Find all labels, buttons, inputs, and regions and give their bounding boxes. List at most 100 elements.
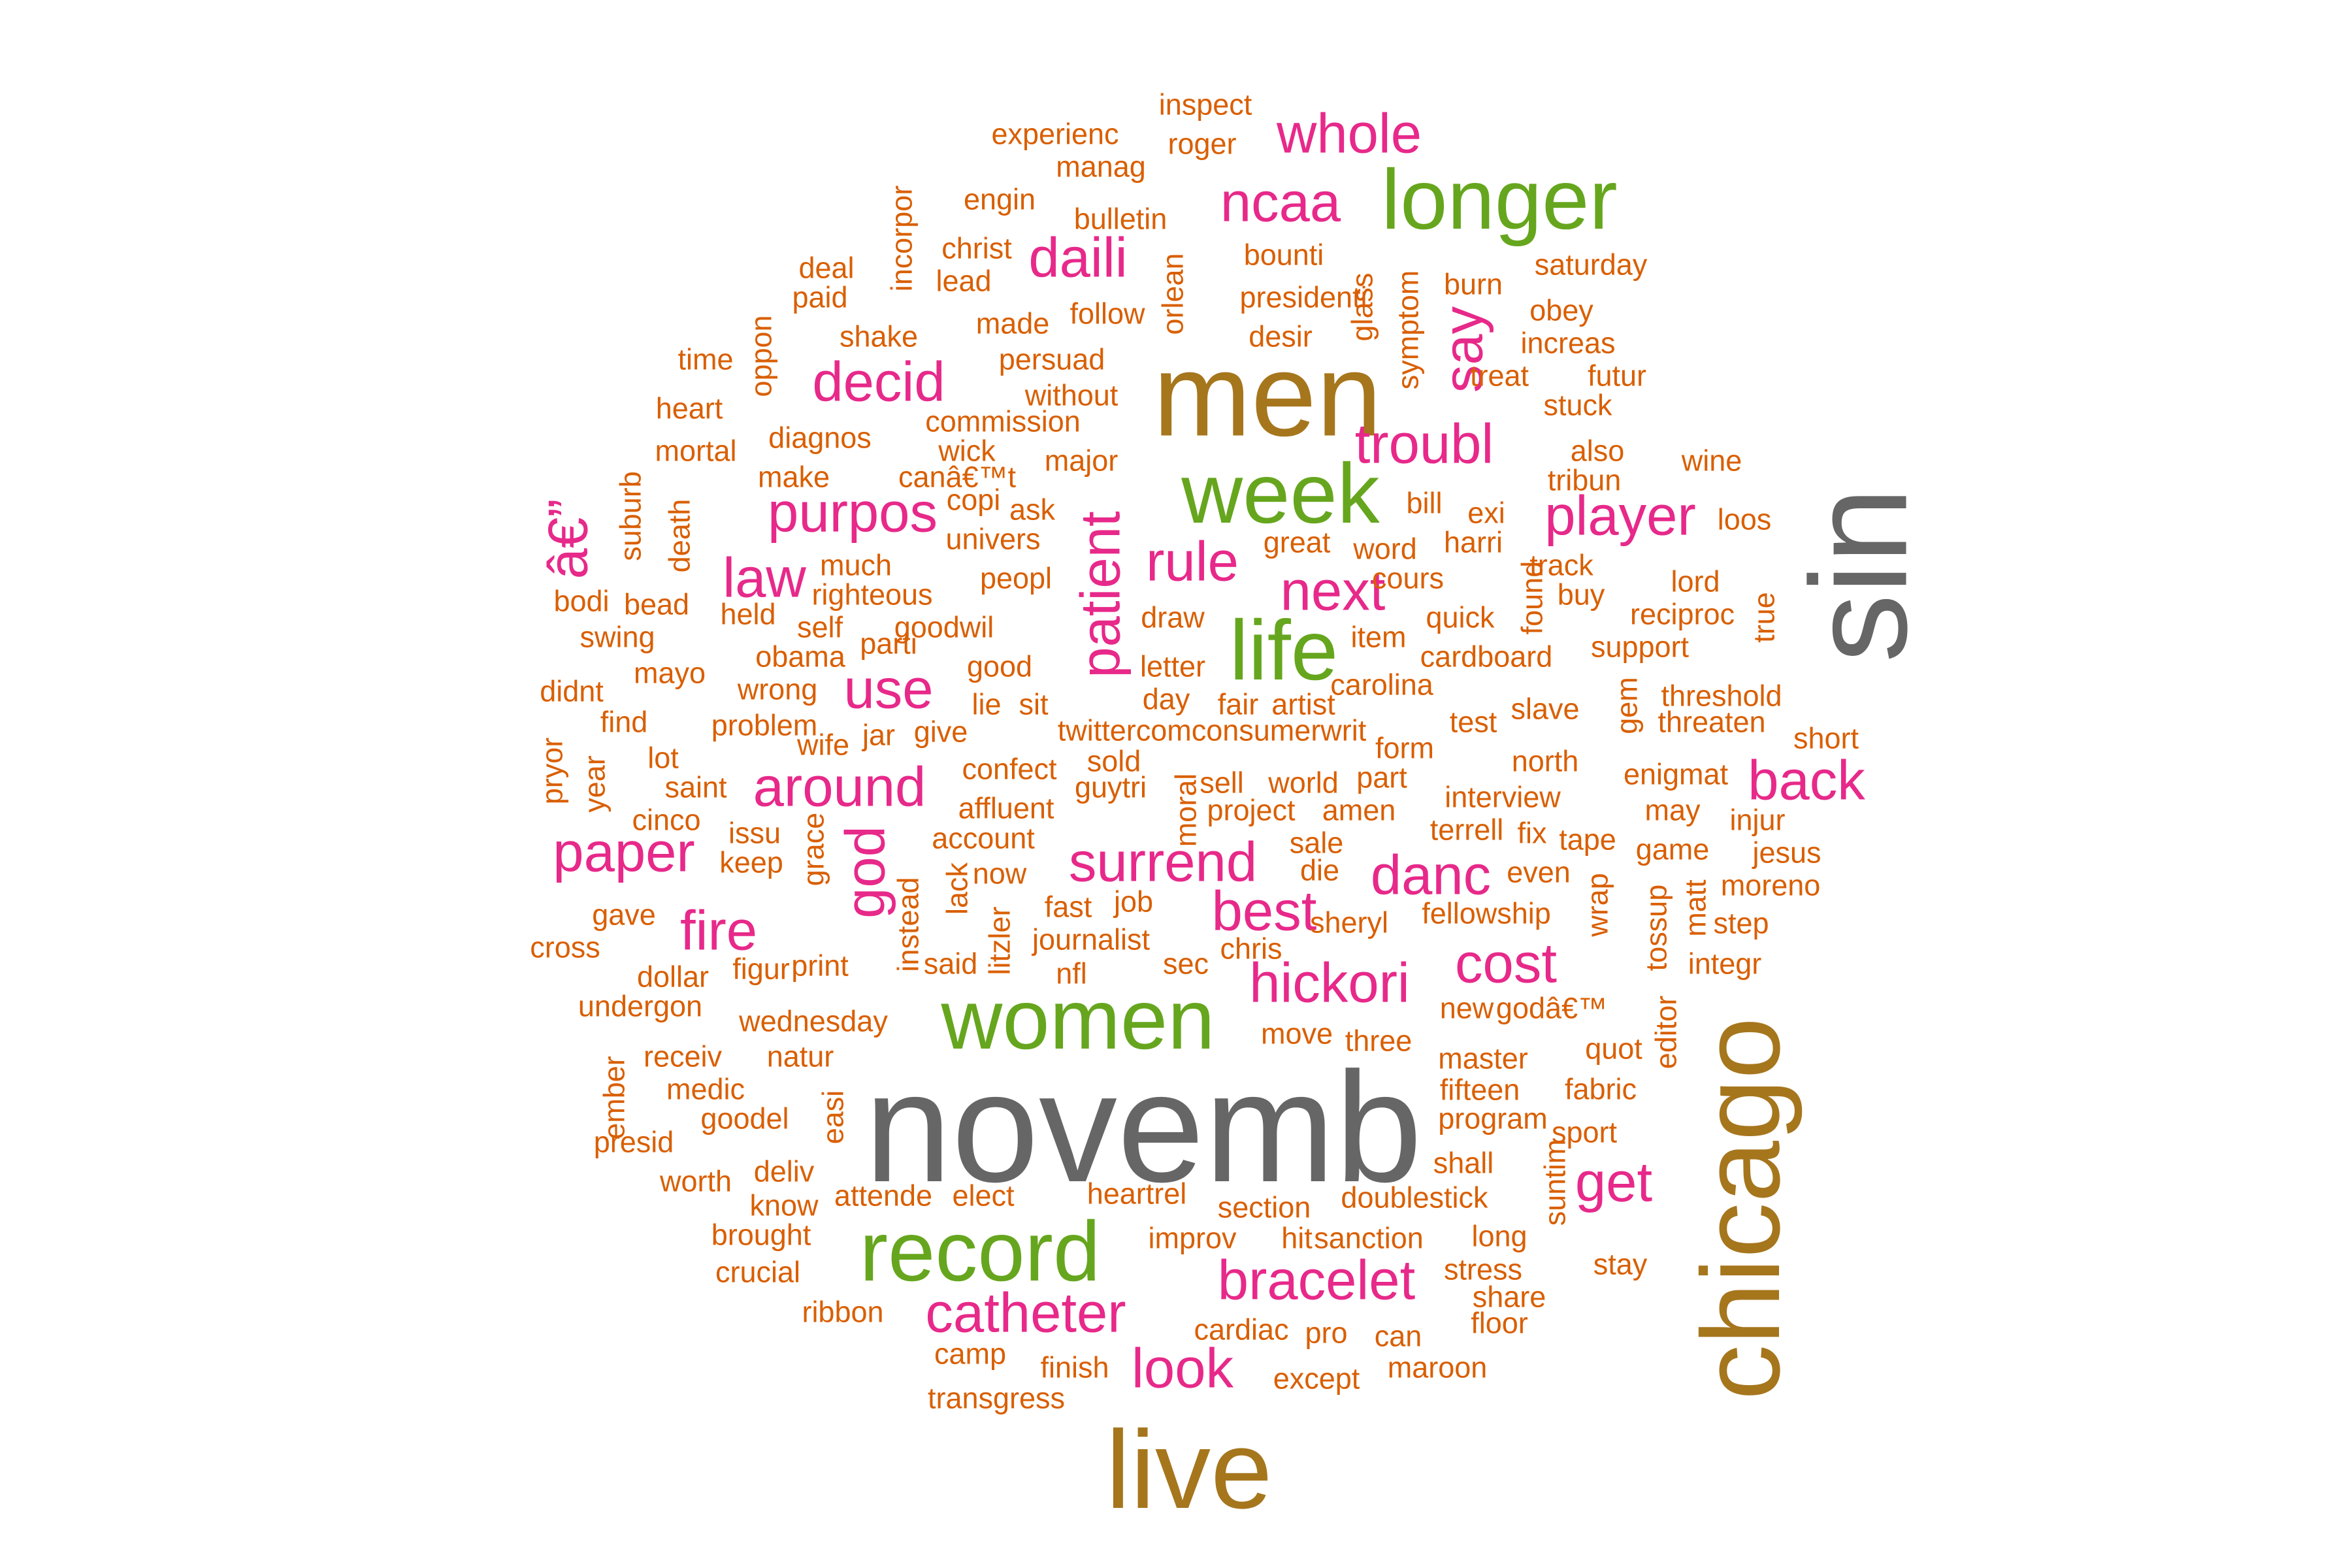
word-121: sit bbox=[1019, 688, 1049, 721]
word-89: harri bbox=[1444, 526, 1503, 559]
word-182: step bbox=[1713, 907, 1769, 940]
word-56: follow bbox=[1070, 297, 1145, 331]
word-210: goodel bbox=[700, 1102, 789, 1135]
word-223: section bbox=[1218, 1191, 1311, 1224]
word-137: form bbox=[1375, 732, 1434, 765]
word-141: north bbox=[1512, 745, 1579, 778]
word-2: men bbox=[1153, 330, 1382, 461]
word-151: affluent bbox=[958, 792, 1054, 825]
word-162: fix bbox=[1518, 817, 1548, 850]
word-79: tribun bbox=[1548, 464, 1622, 497]
word-28: surrend bbox=[1069, 832, 1257, 894]
word-148: sell bbox=[1200, 766, 1244, 800]
word-104: self bbox=[797, 611, 843, 644]
word-55: glass bbox=[1346, 272, 1379, 341]
word-194: undergon bbox=[578, 990, 702, 1023]
word-161: terrell bbox=[1430, 813, 1504, 847]
word-18: â€” bbox=[538, 499, 600, 580]
word-12: daili bbox=[1028, 227, 1127, 289]
word-61: increas bbox=[1520, 327, 1615, 360]
word-191: nfl bbox=[1056, 957, 1087, 990]
word-86: death bbox=[663, 499, 696, 573]
word-35: bracelet bbox=[1218, 1250, 1415, 1312]
word-76: wine bbox=[1681, 444, 1742, 478]
word-140: sold bbox=[1087, 745, 1141, 778]
word-122: day bbox=[1143, 683, 1190, 716]
word-25: back bbox=[1748, 750, 1865, 812]
word-117: carolina bbox=[1330, 668, 1434, 702]
word-59: desir bbox=[1249, 320, 1313, 353]
word-33: hickori bbox=[1249, 953, 1410, 1015]
word-138: pryor bbox=[536, 738, 569, 805]
word-214: shall bbox=[1433, 1147, 1494, 1180]
word-19: patient bbox=[1070, 511, 1132, 678]
word-83: bill bbox=[1406, 487, 1442, 520]
word-68: without bbox=[1024, 379, 1119, 412]
word-46: bounti bbox=[1244, 238, 1324, 272]
word-49: deal bbox=[798, 252, 854, 285]
word-107: item bbox=[1350, 621, 1406, 654]
word-166: game bbox=[1636, 833, 1710, 866]
word-15: troubl bbox=[1355, 414, 1494, 476]
word-64: stuck bbox=[1543, 389, 1612, 422]
word-229: stay bbox=[1593, 1248, 1648, 1281]
word-120: lie bbox=[972, 688, 1001, 721]
word-232: share bbox=[1473, 1281, 1546, 1314]
word-72: wick bbox=[938, 434, 996, 468]
word-7: life bbox=[1230, 602, 1338, 698]
word-143: confect bbox=[962, 753, 1057, 786]
word-22: next bbox=[1281, 561, 1386, 623]
word-8: women bbox=[940, 972, 1215, 1067]
word-227: sanction bbox=[1314, 1222, 1424, 1255]
word-165: sale bbox=[1290, 826, 1344, 860]
word-131: threaten bbox=[1658, 706, 1765, 739]
word-42: engin bbox=[964, 183, 1036, 216]
word-78: canâ€™t bbox=[898, 461, 1017, 494]
word-154: project bbox=[1207, 794, 1296, 827]
word-66: oppon bbox=[745, 315, 778, 397]
word-94: cours bbox=[1372, 562, 1444, 595]
word-157: injur bbox=[1729, 804, 1785, 837]
word-171: matt bbox=[1679, 879, 1712, 937]
word-125: slave bbox=[1511, 693, 1579, 726]
word-132: twittercomconsumerwrit bbox=[1058, 714, 1367, 747]
word-70: commission bbox=[925, 405, 1081, 438]
word-65: time bbox=[678, 343, 733, 376]
word-124: artist bbox=[1271, 688, 1335, 721]
word-95: lord bbox=[1671, 565, 1720, 598]
word-20: rule bbox=[1146, 531, 1239, 593]
word-40: roger bbox=[1168, 127, 1236, 161]
word-217: suntim bbox=[1539, 1139, 1572, 1226]
word-62: treat bbox=[1470, 359, 1529, 393]
word-99: bodi bbox=[553, 585, 609, 618]
word-58: shake bbox=[840, 320, 918, 353]
word-212: sport bbox=[1552, 1116, 1618, 1149]
word-159: grace bbox=[797, 813, 830, 887]
word-16: player bbox=[1544, 485, 1696, 547]
word-109: swing bbox=[580, 621, 655, 654]
word-147: guytri bbox=[1075, 771, 1147, 804]
word-98: buy bbox=[1558, 578, 1605, 612]
word-201: quot bbox=[1585, 1032, 1642, 1066]
word-6: week bbox=[1181, 446, 1380, 541]
word-67: persuad bbox=[999, 343, 1105, 376]
word-206: medic bbox=[666, 1073, 745, 1106]
word-202: receiv bbox=[644, 1040, 723, 1073]
word-44: incorpor bbox=[885, 186, 919, 292]
word-129: problem bbox=[711, 709, 818, 742]
word-9: record bbox=[860, 1203, 1100, 1299]
word-52: burn bbox=[1444, 268, 1503, 301]
word-228: long bbox=[1471, 1220, 1527, 1253]
word-146: saint bbox=[664, 771, 727, 804]
word-233: ribbon bbox=[802, 1296, 883, 1329]
word-199: move bbox=[1261, 1017, 1333, 1051]
word-242: transgress bbox=[928, 1382, 1065, 1415]
word-216: deliv bbox=[754, 1155, 815, 1188]
word-60: obey bbox=[1529, 294, 1593, 327]
word-53: saturday bbox=[1535, 248, 1648, 282]
word-3: chicago bbox=[1679, 1017, 1803, 1400]
word-237: can bbox=[1375, 1320, 1422, 1353]
word-27: god bbox=[835, 826, 897, 919]
word-14: say bbox=[1433, 306, 1495, 393]
